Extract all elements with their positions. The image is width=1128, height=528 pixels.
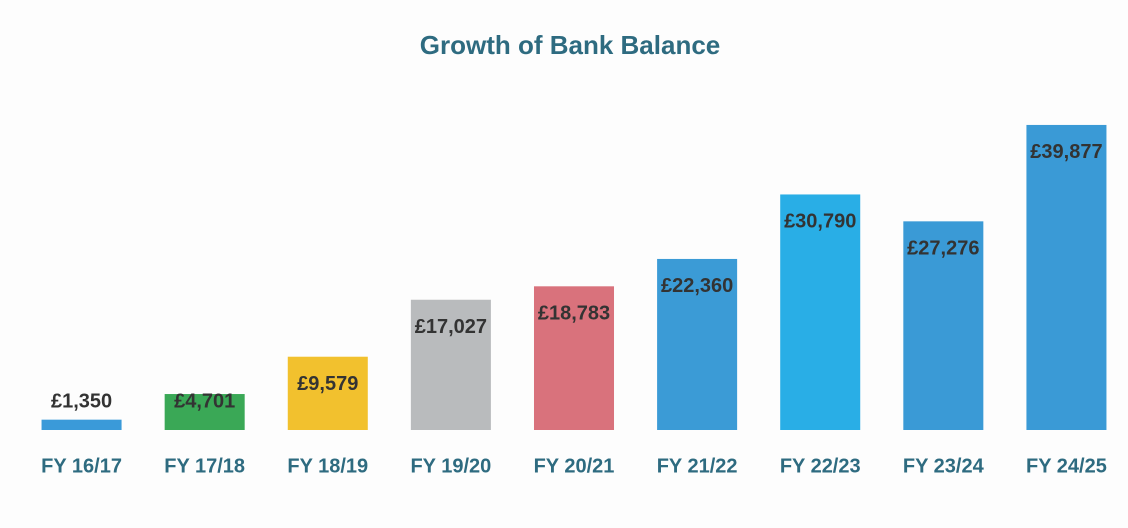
bar (903, 221, 984, 430)
x-tick-label: FY 19/20 (410, 455, 491, 477)
value-label: £39,877 (1030, 141, 1102, 163)
value-label: £18,783 (538, 303, 610, 325)
x-tick-label: FY 18/19 (287, 455, 368, 477)
value-label: £30,790 (784, 211, 856, 233)
x-tick-label: FY 23/24 (903, 455, 985, 477)
bar (287, 356, 368, 430)
value-label: £22,360 (661, 275, 733, 297)
value-label: £4,701 (174, 390, 235, 412)
bar (657, 258, 738, 430)
bar (1026, 124, 1107, 430)
value-label: £1,350 (51, 390, 112, 412)
x-tick-label: FY 17/18 (164, 455, 245, 477)
bar (780, 194, 861, 430)
chart-title: Growth of Bank Balance (420, 30, 721, 60)
bar (41, 419, 122, 430)
x-tick-label: FY 22/23 (780, 455, 861, 477)
x-tick-label: FY 21/22 (657, 455, 738, 477)
value-label: £9,579 (297, 373, 358, 395)
x-tick-label: FY 20/21 (534, 455, 615, 477)
x-tick-label: FY 16/17 (41, 455, 122, 477)
value-label: £27,276 (907, 238, 979, 260)
value-label: £17,027 (415, 316, 487, 338)
bar (164, 394, 245, 430)
bar (410, 299, 491, 430)
bar (533, 286, 615, 430)
x-tick-label: FY 24/25 (1026, 455, 1107, 477)
